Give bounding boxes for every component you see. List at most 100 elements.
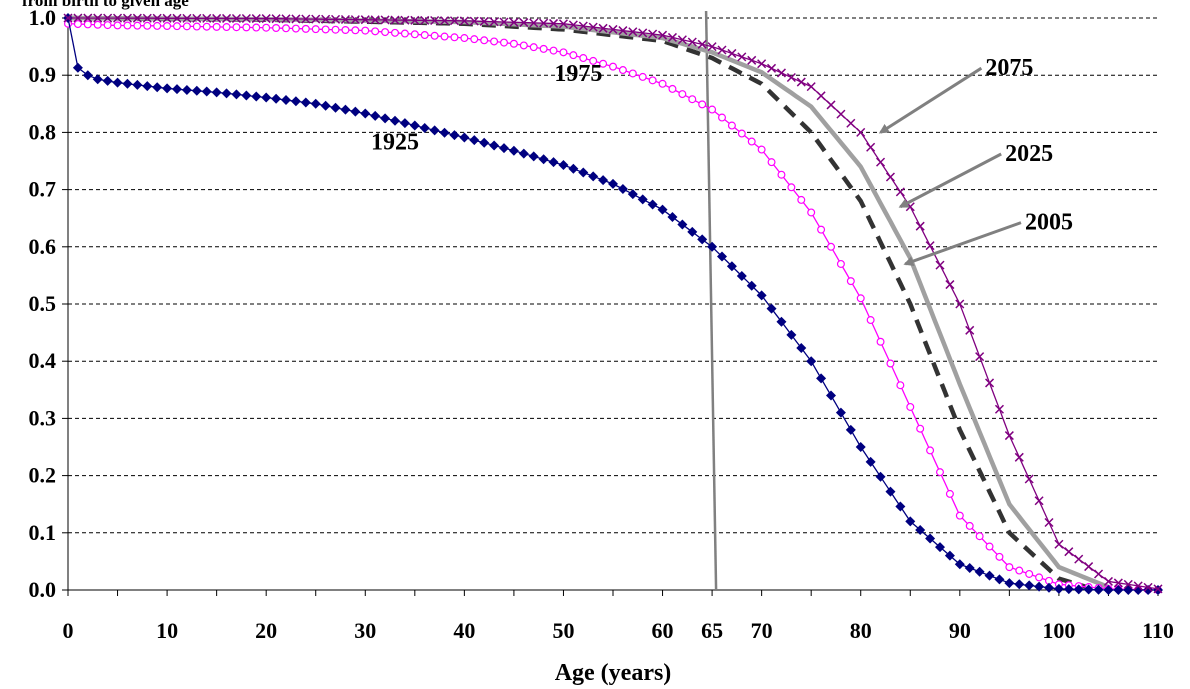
- series-2025-line: [68, 15, 1110, 590]
- y-tick-label: 0.1: [29, 520, 57, 545]
- series-2075-point: [717, 45, 727, 55]
- series-1975-point: [202, 22, 211, 31]
- series-1925-point: [92, 74, 103, 85]
- series-1975-point: [351, 26, 360, 35]
- series-1925-point: [281, 95, 291, 106]
- series-1975-point: [222, 23, 231, 32]
- series-2075-point: [1014, 452, 1024, 462]
- series-2075-point: [261, 14, 271, 24]
- series-2075-point: [231, 13, 241, 24]
- series-1975-point: [321, 25, 330, 34]
- series-1975-point: [826, 242, 835, 251]
- series-2075-point: [1143, 582, 1153, 592]
- series-2075-point: [1004, 431, 1014, 441]
- series-2075-point: [856, 127, 866, 137]
- y-tick-label: 0.8: [29, 119, 57, 144]
- x-tick-label: 40: [453, 618, 475, 643]
- series-1925-point: [132, 79, 143, 90]
- series-1925-point: [152, 82, 163, 93]
- series-1925-point: [330, 102, 341, 113]
- series-1975-point: [926, 446, 935, 455]
- series-2005-line: [68, 15, 1090, 590]
- series-2075-point: [440, 16, 450, 26]
- series-2075-point: [331, 14, 341, 24]
- series-2075-point: [291, 14, 301, 24]
- x-axis-title: Age (years): [555, 660, 672, 686]
- series-1925-point: [1014, 579, 1025, 590]
- series-1925-point: [687, 226, 698, 237]
- series-1975-point: [163, 22, 172, 31]
- annotation-arrow-2025: [898, 152, 1002, 209]
- series-2075-point: [578, 21, 588, 31]
- series-1925-point: [201, 86, 212, 97]
- series-2075-point: [271, 14, 281, 24]
- series-2075-point: [400, 15, 410, 25]
- series-2075-point: [350, 15, 360, 25]
- series-1925-point: [1083, 584, 1094, 595]
- series-2075-point: [1103, 576, 1113, 586]
- series-2075-point: [796, 77, 806, 87]
- series-1925-point: [528, 151, 539, 162]
- series-1925-point: [390, 115, 400, 126]
- series-2075-point: [767, 63, 777, 73]
- series-1925-point: [935, 542, 945, 553]
- y-tick-label: 0.6: [29, 234, 57, 259]
- y-tick-label: 1.0: [29, 5, 57, 30]
- series-2075-point: [1133, 581, 1143, 591]
- series-2075-point: [241, 13, 251, 24]
- series-2075-point: [202, 13, 212, 23]
- series-1975-point: [341, 26, 350, 35]
- series-2075-point: [885, 172, 895, 182]
- series-1925-point: [162, 83, 173, 94]
- series-2075-point: [737, 52, 747, 62]
- series-2075-point: [549, 18, 559, 28]
- series-1975-point: [272, 24, 281, 33]
- series-1925-point: [835, 407, 846, 418]
- series-1925-point: [707, 241, 718, 252]
- series-2075-point: [866, 142, 876, 152]
- series-1975-point: [232, 23, 241, 32]
- series-2075-point: [568, 20, 578, 30]
- series-1925-point: [320, 100, 331, 111]
- series-2075-point: [638, 28, 648, 38]
- series-2075-point: [598, 23, 608, 33]
- series-1975-point: [708, 105, 717, 114]
- series-1925-point: [350, 106, 361, 117]
- series-1975: [63, 19, 1162, 594]
- series-1925-point: [340, 104, 351, 115]
- series-1925-point: [300, 97, 311, 108]
- series-1975-point: [311, 25, 320, 34]
- series-1975-point: [410, 30, 419, 39]
- series-2075-point: [122, 13, 132, 23]
- series-2075-point: [677, 35, 687, 45]
- series-1975-point: [291, 24, 300, 33]
- series-2075-point: [727, 48, 737, 58]
- series-1925-point: [726, 261, 737, 272]
- series-1975-point: [638, 72, 647, 81]
- series-1975-point: [173, 22, 182, 31]
- series-1975-point: [906, 402, 915, 411]
- series-1925-point: [954, 559, 965, 570]
- x-tick-label: 65: [701, 618, 723, 643]
- series-1925-point: [647, 199, 658, 210]
- series-1925-point: [895, 501, 906, 512]
- series-1975-point: [143, 21, 152, 30]
- series-2075-point: [212, 13, 222, 23]
- series-1975-point: [787, 183, 796, 192]
- series-1925-point: [1024, 580, 1035, 591]
- series-1925-point: [459, 132, 470, 143]
- series-2075-point: [519, 18, 529, 28]
- series-2075-point: [182, 13, 192, 23]
- series-2075-point: [251, 14, 261, 24]
- series-2075-point: [103, 13, 113, 23]
- series-2075-point: [192, 13, 202, 23]
- series-2075-point: [281, 14, 291, 24]
- series-2075-point: [806, 82, 816, 92]
- series-1925-point: [251, 91, 262, 102]
- series-1925-point: [855, 442, 866, 452]
- series-1975-point: [153, 21, 162, 30]
- series-2075-point: [935, 260, 945, 270]
- series-2005: [68, 15, 1090, 590]
- series-1925-point: [211, 87, 222, 98]
- series-1975-point: [460, 34, 469, 43]
